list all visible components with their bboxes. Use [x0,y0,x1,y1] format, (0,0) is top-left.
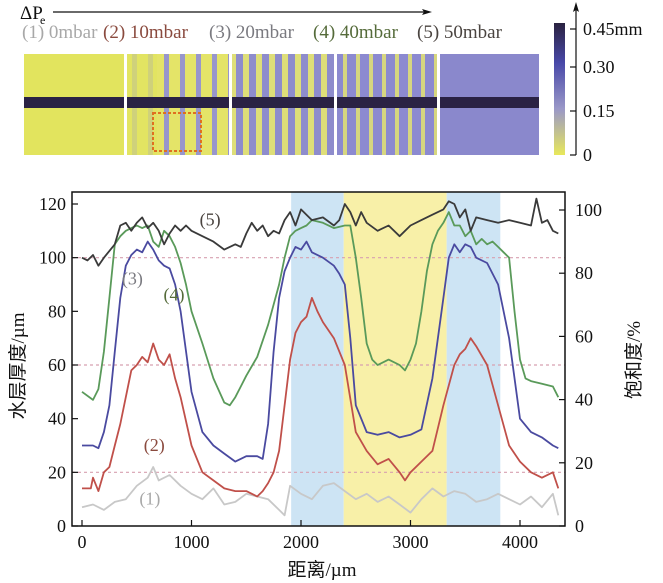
colorbar-tick-label: 0.45mm [583,19,643,39]
y2-tick-label: 60 [575,326,593,346]
colorbar: 0.45mm 0.30 0.15 0 [554,2,643,165]
y2-tick-label: 40 [575,390,593,410]
plot-frame [71,191,566,527]
colorbar-tick-label: 0 [583,145,592,165]
shaded-region-1 [291,192,344,526]
series-line-3 [82,240,559,463]
series-label-5: (5) [200,209,221,230]
condition-labels: (1) 0mbar (2) 10mbar (3) 20mbar (4) 40mb… [22,22,503,43]
y2-tick-label: 100 [575,200,602,220]
series-line-4 [81,211,560,407]
series-line-5 [81,197,559,267]
condition-label-3: (3) 20mbar [209,22,295,43]
pressure-arrow-head-icon [422,9,432,15]
pressure-header: ΔP e [20,3,432,27]
x-axis-label: 距离/µm [287,559,356,581]
y-tick-label: 40 [48,409,66,429]
condition-label-2: (2) 10mbar [103,22,189,43]
y-tick-label: 80 [48,301,66,321]
y-tick-label: 120 [39,194,66,214]
line-chart: 0 1000 2000 3000 4000 0 20 40 60 80 100 120 0 20 40 6… [7,191,645,581]
series-label-3: (3) [122,269,143,290]
series-line-1 [81,466,560,517]
x-tick-label: 1000 [174,532,210,552]
condition-label-1: (1) 0mbar [22,22,98,43]
x-tick-label: 4000 [502,532,538,552]
y2-axis-label: 饱和度/% [623,321,645,399]
series-line-2 [82,296,560,498]
highlight-box [152,112,202,152]
y2-tick-label: 20 [575,453,593,473]
series-label-1: (1) [139,489,160,510]
condition-label-5: (5) 50mbar [417,22,503,43]
image-panel-5 [440,54,539,155]
shaded-region-2 [343,192,447,526]
colorbar-tick-label: 0.15 [583,101,615,121]
y-tick-label: 60 [48,355,66,375]
y2-tick-label: 80 [575,263,593,283]
colorbar-tick-label: 0.30 [583,57,615,77]
y-tick-label: 0 [57,516,66,536]
colorbar-arrow-icon [573,2,579,12]
pressure-subscript: e [40,13,45,27]
y2-tick-label: 0 [575,516,584,536]
colorbar-gradient [554,23,565,155]
y-tick-label: 20 [48,462,66,482]
image-panel-4 [337,54,437,155]
x-tick-label: 2000 [283,532,319,552]
image-panel-3 [232,54,334,155]
y-axis-label: 水层厚度/µm [7,312,29,419]
series-label-4: (4) [163,285,184,306]
image-panel-1 [24,54,124,155]
x-tick-label: 3000 [393,532,429,552]
condition-label-4: (4) 40mbar [313,22,399,43]
pressure-symbol: ΔP [20,3,43,24]
image-panel-2 [127,54,229,155]
x-tick-label: 0 [78,532,87,552]
image-strip [24,54,539,155]
series-label-2: (2) [144,435,165,456]
y-tick-label: 100 [39,248,66,268]
